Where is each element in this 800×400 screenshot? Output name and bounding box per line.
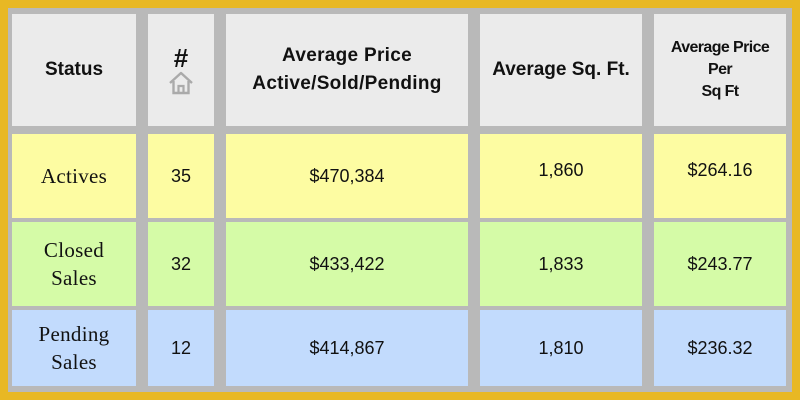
- avg-ppsf-cell: $264.16: [654, 134, 786, 218]
- status-line1: Closed: [43, 238, 105, 262]
- count-cell: 35: [148, 134, 214, 218]
- header-avg-ppsf-line2: Per: [708, 61, 733, 78]
- status-line2: Sales: [51, 266, 97, 290]
- avg-ppsf-cell: $243.77: [654, 222, 786, 306]
- header-avg-price-line2: Active/Sold/Pending: [252, 73, 442, 94]
- count-cell: 32: [148, 222, 214, 306]
- header-avg-price: Average Price Active/Sold/Pending: [226, 14, 468, 126]
- status-cell: Closed Sales: [12, 222, 136, 306]
- header-status-label: Status: [44, 59, 104, 80]
- header-row: Status # Average Price Active/Sold/Pendi…: [8, 14, 792, 126]
- status-cell: Actives: [12, 134, 136, 218]
- header-avg-ppsf-line1: Average Price: [670, 39, 770, 56]
- avg-ppsf-cell: $236.32: [654, 310, 786, 386]
- header-avg-ppsf: Average Price Per Sq Ft: [654, 14, 786, 126]
- avg-sqft-cell: 1,833: [480, 222, 642, 306]
- status-line2: Sales: [51, 350, 97, 374]
- header-count-label: #: [173, 43, 189, 73]
- status-line1: Pending: [38, 322, 110, 346]
- status-cell: Pending Sales: [12, 310, 136, 386]
- header-count: #: [148, 14, 214, 126]
- header-avg-price-line1: Average Price: [282, 45, 412, 66]
- header-avg-ppsf-line3: Sq Ft: [701, 83, 740, 100]
- header-avg-sqft-label: Average Sq. Ft.: [492, 59, 630, 80]
- avg-sqft-cell: 1,860: [480, 134, 642, 218]
- table-row-pending-sales: Pending Sales 12 $414,867 1,810 $236.32: [8, 310, 792, 386]
- count-cell: 12: [148, 310, 214, 386]
- avg-price-cell: $414,867: [226, 310, 468, 386]
- header-avg-sqft: Average Sq. Ft.: [480, 14, 642, 126]
- status-line1: Actives: [40, 164, 108, 188]
- table-row-actives: Actives 35 $470,384 1,860 $264.16: [8, 134, 792, 218]
- header-status: Status: [12, 14, 136, 126]
- avg-sqft-cell: 1,810: [480, 310, 642, 386]
- avg-price-cell: $433,422: [226, 222, 468, 306]
- avg-price-cell: $470,384: [226, 134, 468, 218]
- home-icon: [168, 71, 194, 95]
- table-row-closed-sales: Closed Sales 32 $433,422 1,833 $243.77: [8, 222, 792, 306]
- market-stats-table: Status # Average Price Active/Sold/Pendi…: [8, 8, 792, 392]
